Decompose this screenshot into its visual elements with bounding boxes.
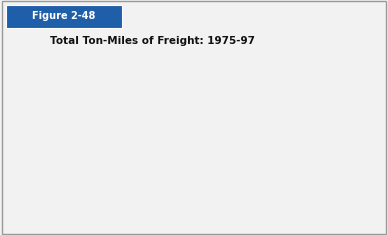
Bar: [286, 58, 313, 208]
Bar: [178, 86, 205, 208]
Text: Figure 2-48: Figure 2-48: [32, 12, 96, 21]
Bar: [70, 114, 97, 208]
Bar: [124, 85, 151, 208]
Bar: [232, 76, 259, 208]
Bar: [340, 55, 367, 208]
Text: Total Ton-Miles of Freight: 1975-97: Total Ton-Miles of Freight: 1975-97: [50, 36, 255, 47]
Y-axis label: Billions: Billions: [21, 110, 29, 142]
